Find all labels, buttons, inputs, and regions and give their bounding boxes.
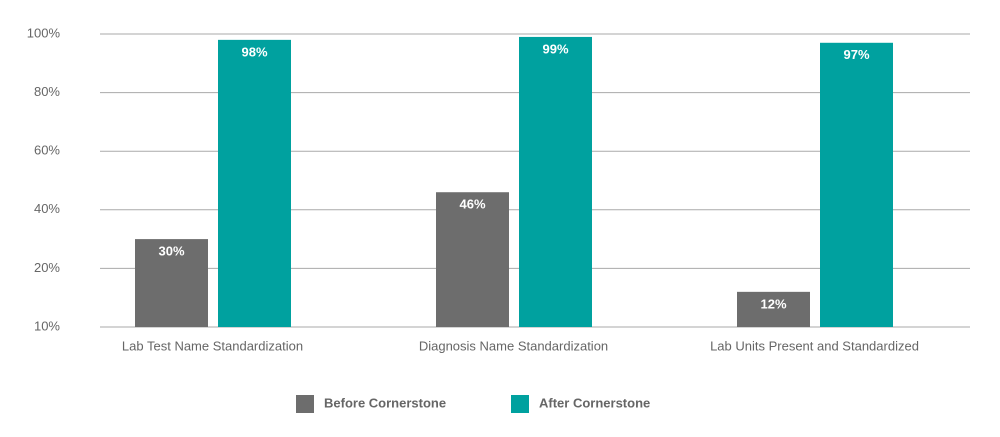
value-label: 97% [843,47,869,62]
bar [820,42,893,327]
legend-label: Before Cornerstone [324,395,446,410]
value-label: 30% [158,244,184,259]
legend-swatch [296,395,314,413]
value-label: 46% [459,197,485,212]
y-tick-label: 20% [34,260,60,275]
legend-label: After Cornerstone [539,395,650,410]
y-tick-label: 80% [34,84,60,99]
legend-swatch [511,395,529,413]
y-tick-label: 60% [34,143,60,158]
x-tick-label: Lab Units Present and Standardized [710,338,919,353]
value-label: 12% [760,296,786,311]
bar [135,239,208,327]
bar [436,192,509,327]
bar [519,36,592,328]
bar [737,291,810,327]
x-tick-label: Lab Test Name Standardization [122,338,303,353]
value-label: 99% [542,41,568,56]
y-tick-label: 100% [27,25,61,40]
value-label: 98% [241,44,267,59]
x-tick-label: Diagnosis Name Standardization [419,338,608,353]
bar [218,39,291,328]
y-tick-label: 40% [34,201,60,216]
y-tick-label: 10% [34,318,60,333]
